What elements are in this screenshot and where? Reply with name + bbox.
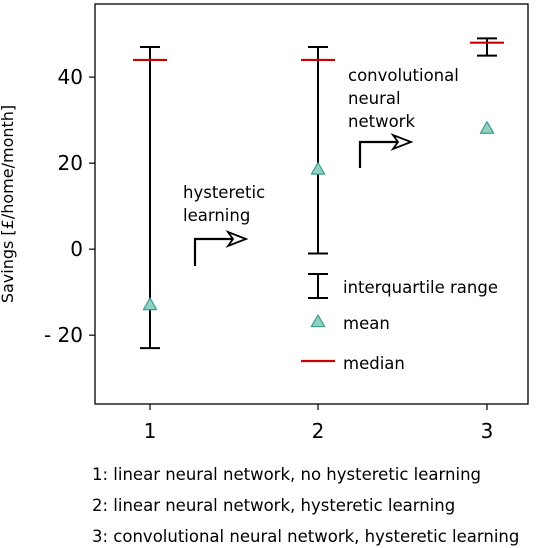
y-tick-label: 20 (58, 151, 83, 175)
caption-2: 2: linear neural network, hysteretic lea… (92, 496, 456, 515)
chart-svg: 40 20 0 - 20 1 2 3 Savings [£/home/month] hyster… (0, 3, 529, 443)
annotation-arrow-1 (193, 237, 238, 266)
x-tick-label: 3 (481, 419, 494, 443)
mean-marker (142, 297, 158, 311)
legend-iqr-label: interquartile range (343, 278, 498, 297)
caption-3: 3: convolutional neural network, hystere… (92, 527, 520, 546)
x-tick-label: 2 (312, 419, 325, 443)
y-tick-label: - 20 (44, 323, 83, 347)
legend-mean-symbol (310, 314, 326, 328)
y-tick-label: 0 (70, 237, 83, 261)
annotation-cnn-line1: convolutional (348, 66, 459, 85)
x-tick-label: 1 (144, 419, 157, 443)
legend-mean-label: mean (343, 314, 390, 333)
annotation-arrow-2 (358, 140, 403, 168)
annotation-arrow-1-head (225, 230, 249, 248)
caption-1: 1: linear neural network, no hysteretic … (92, 465, 481, 484)
annotation-hysteretic-line1: hysteretic (183, 183, 265, 202)
mean-marker (479, 121, 495, 134)
chart: 40 20 0 - 20 1 2 3 Savings [£/home/month] hyster… (0, 3, 529, 443)
annotation-cnn-line2: neural (348, 89, 401, 108)
annotation-arrow-2-head (390, 133, 414, 151)
annotation-cnn-line3: network (348, 112, 415, 131)
mean-marker (310, 161, 326, 175)
annotation-hysteretic-line2: learning (183, 206, 250, 225)
y-tick-label: 40 (58, 65, 83, 89)
plot-frame (94, 3, 529, 405)
legend-median-label: median (343, 354, 405, 373)
y-axis-label: Savings [£/home/month] (0, 105, 17, 303)
